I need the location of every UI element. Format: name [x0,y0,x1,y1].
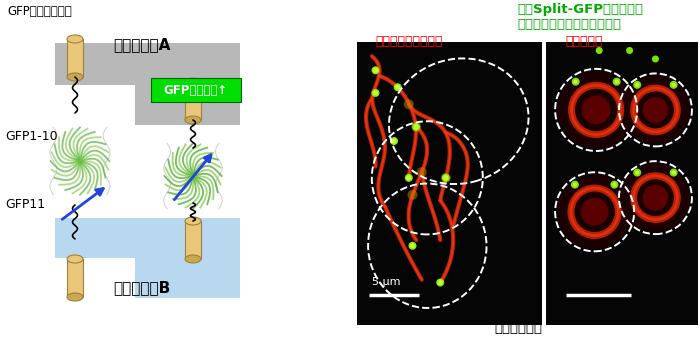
Circle shape [582,96,610,124]
Circle shape [409,242,416,250]
Circle shape [406,175,412,180]
Circle shape [442,174,450,182]
Circle shape [634,81,641,89]
Ellipse shape [185,255,201,263]
Bar [546,42,698,325]
Bar [55,218,240,258]
Circle shape [621,163,690,232]
Ellipse shape [185,78,201,86]
Circle shape [393,83,402,91]
Circle shape [441,173,451,183]
Ellipse shape [185,217,201,225]
Text: GFP11: GFP11 [5,198,45,211]
Ellipse shape [164,144,222,208]
Circle shape [404,99,414,109]
Text: 点線：細胞膜: 点線：細胞膜 [494,322,542,335]
Circle shape [621,75,690,145]
Bar [357,42,542,325]
Circle shape [557,174,632,249]
Circle shape [571,181,579,189]
FancyBboxPatch shape [151,78,241,102]
Circle shape [436,279,445,287]
Circle shape [581,198,608,226]
Circle shape [373,68,378,73]
Circle shape [670,81,678,89]
Text: GFPシグナルなし: GFPシグナルなし [7,5,71,18]
Circle shape [643,97,668,123]
Circle shape [372,89,379,97]
Ellipse shape [67,293,83,301]
Circle shape [405,174,413,182]
Circle shape [443,175,448,180]
Ellipse shape [67,35,83,43]
Text: 緑：Split-GFPで検出した: 緑：Split-GFPで検出した [517,3,643,16]
Circle shape [615,80,619,84]
Text: オルガネラコンタクトサイト: オルガネラコンタクトサイト [517,18,621,31]
Bar [185,82,201,120]
Circle shape [672,83,676,87]
Text: 5 μm: 5 μm [372,277,400,287]
Text: オルガネラA: オルガネラA [113,37,170,53]
Text: 赤：ミトコンドリア: 赤：ミトコンドリア [375,35,442,48]
Circle shape [395,85,400,90]
Circle shape [414,124,419,130]
Text: GFP1-10: GFP1-10 [5,130,57,143]
Circle shape [610,181,618,189]
Circle shape [438,280,442,285]
Circle shape [652,55,659,62]
Circle shape [612,78,621,86]
Circle shape [407,190,417,200]
Bar [185,221,201,259]
Bar [55,43,240,85]
Circle shape [390,137,398,145]
Ellipse shape [67,255,83,263]
Ellipse shape [185,116,201,124]
Circle shape [573,183,577,187]
Circle shape [412,123,420,131]
Bar [67,39,83,77]
Circle shape [410,243,415,248]
Circle shape [634,169,641,176]
Circle shape [612,183,617,187]
Circle shape [643,185,668,210]
Circle shape [672,170,676,175]
Text: 赤：小胞体: 赤：小胞体 [565,35,603,48]
Circle shape [557,71,635,149]
Circle shape [572,78,580,86]
Circle shape [626,47,633,54]
Bar [135,85,240,125]
Circle shape [635,83,639,87]
Ellipse shape [50,128,110,194]
Circle shape [372,66,379,74]
Text: オルガネラB: オルガネラB [113,281,170,295]
Circle shape [411,122,421,132]
Text: GFPシグナル↑: GFPシグナル↑ [164,84,228,96]
Circle shape [416,167,427,177]
Circle shape [670,169,678,176]
Circle shape [373,90,378,95]
Circle shape [596,47,603,54]
Ellipse shape [67,73,83,81]
Bar [135,258,240,298]
Circle shape [574,80,578,84]
Circle shape [391,138,396,144]
Bar [67,259,83,297]
Circle shape [635,170,639,175]
